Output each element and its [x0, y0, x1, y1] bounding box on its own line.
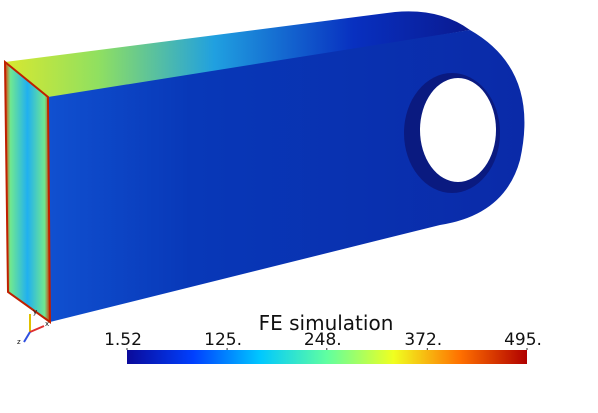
hole-through — [420, 78, 496, 182]
model — [3, 11, 525, 324]
triad-y-label: y — [33, 308, 37, 316]
triad-z — [23, 331, 31, 343]
colorbar-tick-label: 1.52 — [104, 330, 142, 350]
top-face — [5, 11, 470, 98]
colorbar-tick-label: 125. — [204, 330, 242, 350]
triad-x — [29, 325, 45, 333]
side-face — [48, 30, 525, 322]
front-face — [3, 59, 52, 324]
colorbar-title: FE simulation — [259, 311, 394, 335]
colorbar-tick-label: 248. — [304, 330, 342, 350]
colorbar — [127, 350, 527, 364]
colorbar-tick-label: 372. — [404, 330, 442, 350]
triad-z-label: z — [17, 338, 21, 346]
triad-x-label: x — [45, 320, 49, 328]
colorbar-tick-label: 495. — [504, 330, 542, 350]
axes-triad: y x z — [17, 308, 49, 346]
